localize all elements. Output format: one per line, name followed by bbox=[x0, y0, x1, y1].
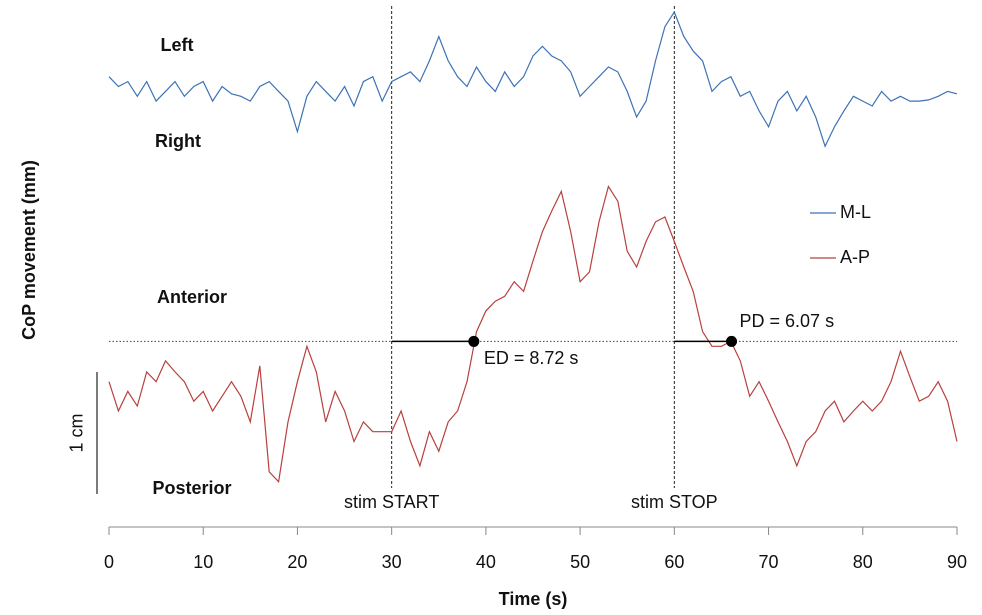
line bbox=[108, 10, 958, 148]
x-tick-label: 20 bbox=[287, 552, 307, 572]
y-axis-label: CoP movement (mm) bbox=[19, 160, 39, 340]
legend-label: M-L bbox=[840, 202, 871, 222]
x-axis-label: Time (s) bbox=[499, 589, 568, 609]
x-tick-label: 0 bbox=[104, 552, 114, 572]
x-tick-label: 70 bbox=[759, 552, 779, 572]
x-tick-label: 10 bbox=[193, 552, 213, 572]
x-tick-label: 30 bbox=[382, 552, 402, 572]
scale-bar-label: 1 cm bbox=[67, 414, 87, 453]
delay-point bbox=[468, 335, 480, 347]
x-tick-label: 40 bbox=[476, 552, 496, 572]
direction-label: Right bbox=[155, 131, 201, 151]
legend-label: A-P bbox=[840, 247, 870, 267]
x-tick-label: 80 bbox=[853, 552, 873, 572]
x-tick-label: 90 bbox=[947, 552, 967, 572]
line bbox=[108, 185, 958, 483]
delay-label: ED = 8.72 s bbox=[484, 348, 579, 368]
stim-label: stim STOP bbox=[631, 492, 718, 512]
direction-label: Anterior bbox=[157, 287, 227, 307]
x-tick-label: 50 bbox=[570, 552, 590, 572]
delay-point bbox=[726, 335, 738, 347]
x-tick-label: 60 bbox=[664, 552, 684, 572]
direction-label: Posterior bbox=[152, 478, 231, 498]
stim-label: stim START bbox=[344, 492, 439, 512]
direction-label: Left bbox=[161, 35, 194, 55]
delay-label: PD = 6.07 s bbox=[740, 311, 835, 331]
